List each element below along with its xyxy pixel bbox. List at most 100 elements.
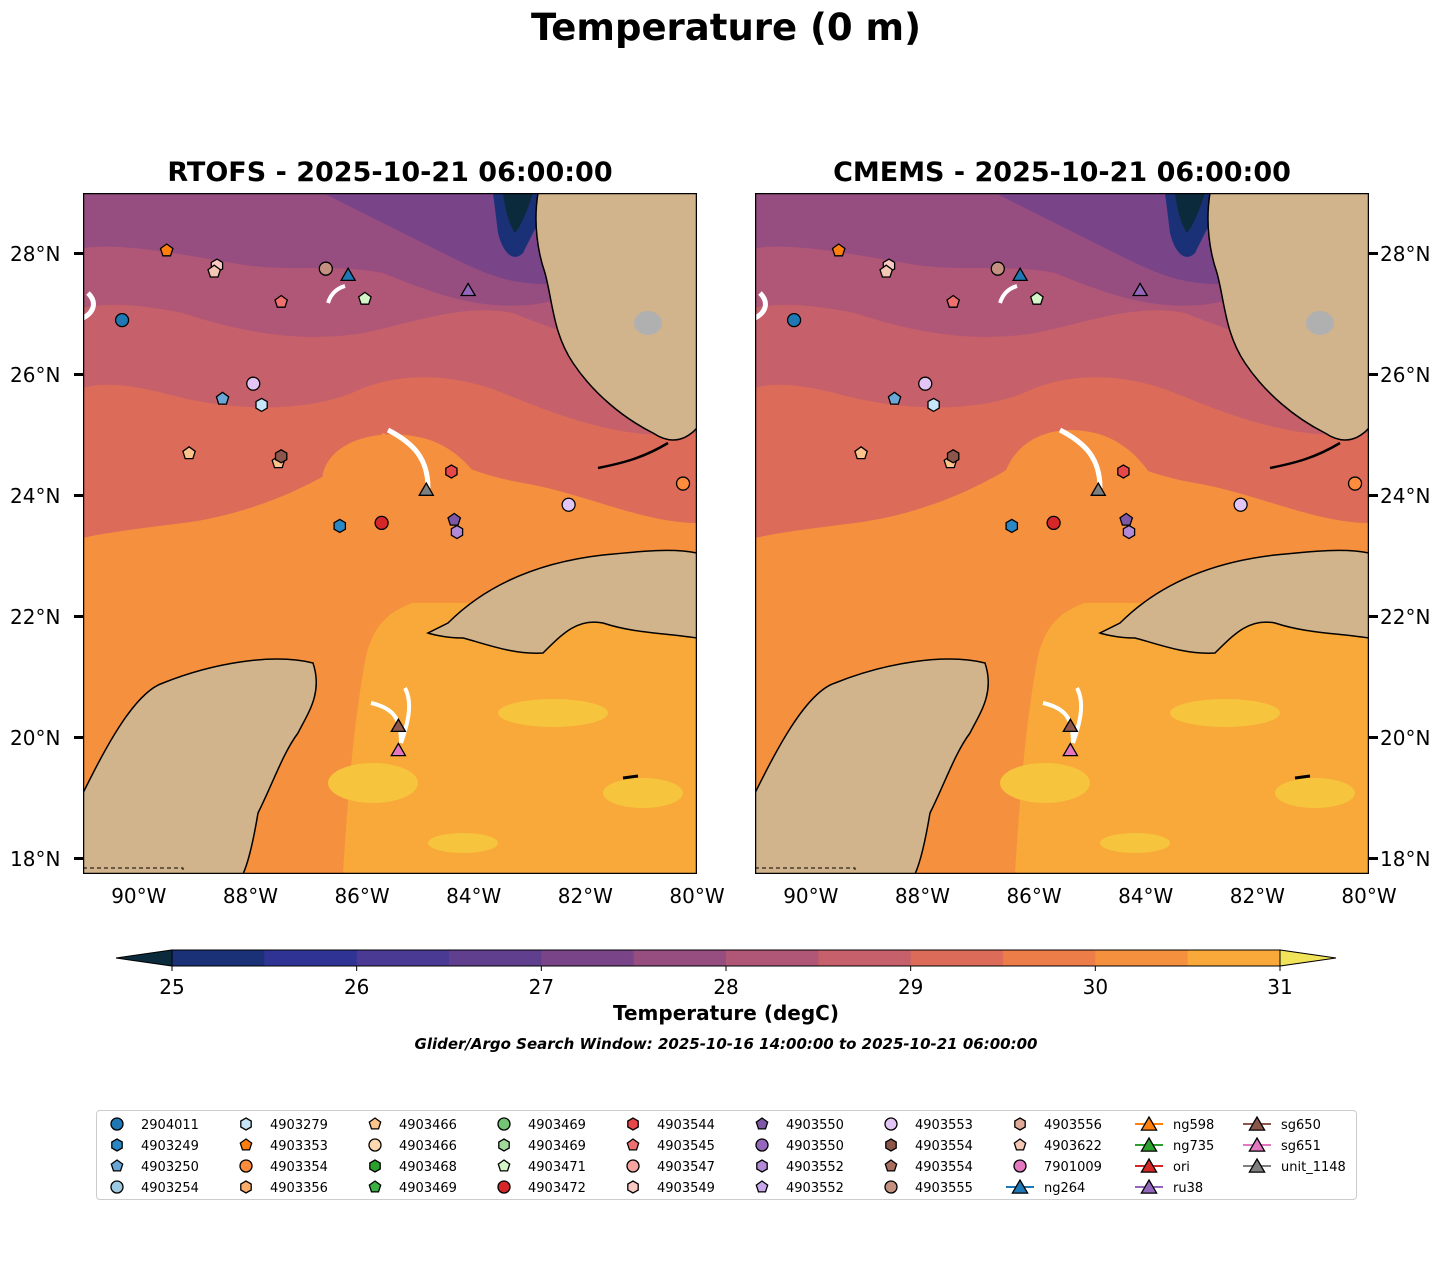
lat-tick-label: 28°N: [1380, 241, 1431, 266]
lon-tick-label: 80°W: [669, 884, 725, 908]
legend-label: 4903549: [657, 1181, 715, 1196]
legend-label: 4903469: [399, 1181, 457, 1196]
legend-entry: 4903471: [497, 1159, 586, 1175]
platform-marker-4903471: [1029, 291, 1044, 305]
platform-marker-sg650: [390, 717, 407, 733]
lon-tick-label: 82°W: [1229, 884, 1285, 908]
colorbar-tick-label: 28: [713, 975, 738, 999]
colorbar-segment: [449, 950, 542, 966]
platform-marker-4903553: [561, 497, 576, 512]
legend-label: 4903554: [915, 1139, 973, 1154]
legend-label: 4903553: [915, 1118, 973, 1133]
platform-marker-4903553: [246, 376, 261, 391]
legend-marker: [1011, 1178, 1029, 1194]
legend-marker: [884, 1117, 898, 1131]
legend-label: 4903250: [141, 1160, 199, 1175]
legend-label: 4903254: [141, 1181, 199, 1196]
legend-entry: 4903469: [368, 1180, 457, 1196]
legend-marker: [1013, 1138, 1027, 1151]
legend-entry: 7901009: [1013, 1159, 1102, 1175]
legend-entry: 4903279: [240, 1117, 328, 1133]
legend-entry: 4903353: [239, 1138, 328, 1154]
colorbar-tick-label: 26: [344, 975, 369, 999]
legend-marker: [1248, 1157, 1266, 1173]
legend-label: 4903469: [528, 1118, 586, 1133]
legend-entry: 4903356: [240, 1180, 328, 1196]
legend-marker: [110, 1180, 124, 1194]
lat-tick: [74, 615, 83, 619]
search-window-text: Glider/Argo Search Window: 2025-10-16 14…: [414, 1035, 1038, 1053]
platform-marker-4903544: [445, 464, 458, 479]
legend-label: 4903472: [528, 1181, 586, 1196]
legend-entry: 4903354: [239, 1159, 328, 1175]
legend-entry: 4903469: [497, 1117, 586, 1133]
legend: 2904011 4903249 4903250 4903254 4903279 49033…: [96, 1110, 1357, 1200]
lon-tick-label: 88°W: [894, 884, 951, 908]
panel-title-rtofs: RTOFS - 2025-10-21 06:00:00: [167, 157, 613, 188]
lon-tick-label: 90°W: [111, 884, 167, 908]
lat-tick: [1369, 494, 1378, 498]
platform-marker-4903553: [918, 376, 933, 391]
legend-label: 4903356: [270, 1181, 328, 1196]
legend-label: 4903471: [528, 1160, 586, 1175]
lon-tick-label: 82°W: [557, 884, 613, 908]
platform-marker-4903622: [879, 264, 894, 278]
lat-tick: [74, 494, 83, 498]
legend-entry: 4903254: [110, 1180, 199, 1196]
platform-marker-4903545: [946, 294, 961, 308]
legend-marker: [627, 1180, 639, 1194]
colorbar: 25 26 27 28 29 30 31: [115, 949, 1337, 999]
platform-marker-ng264: [339, 266, 357, 282]
legend-label: sg650: [1281, 1118, 1321, 1133]
colorbar-label: Temperature (degC): [613, 1001, 839, 1025]
lat-tick-label: 26°N: [1380, 362, 1431, 387]
colorbar-tick-label: 29: [898, 975, 923, 999]
colorbar-segment: [541, 950, 635, 966]
platform-marker-4903466: [182, 445, 196, 460]
platform-marker-ru38: [459, 282, 477, 297]
legend-label: 4903622: [1044, 1139, 1102, 1154]
legend-label: sg651: [1281, 1139, 1321, 1154]
lon-tick-label: 88°W: [222, 884, 279, 908]
legend-label: 4903552: [786, 1181, 844, 1196]
platform-marker-4903544: [1117, 464, 1130, 479]
platform-marker-4903550: [447, 512, 462, 526]
legend-label: 4903555: [915, 1181, 973, 1196]
legend-entry: 4903552: [756, 1159, 844, 1175]
lat-tick: [1369, 615, 1378, 619]
legend-marker: [369, 1159, 381, 1173]
legend-entry: 2904011: [110, 1117, 199, 1133]
legend-entry: 4903552: [755, 1180, 844, 1196]
legend-entry: ru38: [1135, 1178, 1203, 1196]
legend-marker: [1140, 1115, 1158, 1131]
platform-marker-4903249: [1005, 518, 1019, 534]
panel-title-cmems: CMEMS - 2025-10-21 06:00:00: [833, 157, 1291, 188]
legend-label: 4903354: [270, 1160, 328, 1175]
legend-marker: [368, 1138, 382, 1152]
lon-tick-label: 80°W: [1341, 884, 1397, 908]
legend-label: ng735: [1173, 1139, 1214, 1154]
legend-marker: [239, 1138, 253, 1151]
legend-marker: [1014, 1117, 1026, 1131]
platform-marker-4903250: [887, 391, 902, 405]
legend-label: 4903547: [657, 1160, 715, 1175]
legend-marker: [1140, 1136, 1158, 1152]
lat-tick: [74, 373, 83, 377]
platform-marker-4903472: [1046, 515, 1061, 531]
legend-marker: [497, 1180, 511, 1194]
legend-marker: [497, 1117, 511, 1131]
legend-marker: [885, 1138, 897, 1152]
lat-tick: [74, 252, 83, 256]
platform-marker-ru38: [1131, 282, 1149, 297]
lon-tick-label: 84°W: [446, 884, 502, 908]
legend-marker: [1013, 1159, 1027, 1173]
lat-tick-label: 18°N: [1380, 846, 1431, 871]
legend-label: ng598: [1173, 1118, 1214, 1133]
legend-marker: [110, 1159, 124, 1172]
legend-marker: [368, 1180, 382, 1193]
legend-entry: 4903549: [627, 1180, 715, 1196]
legend-marker: [756, 1159, 768, 1173]
lat-tick: [74, 857, 83, 861]
legend-label: 4903545: [657, 1139, 715, 1154]
colorbar-tick-label: 25: [159, 975, 184, 999]
